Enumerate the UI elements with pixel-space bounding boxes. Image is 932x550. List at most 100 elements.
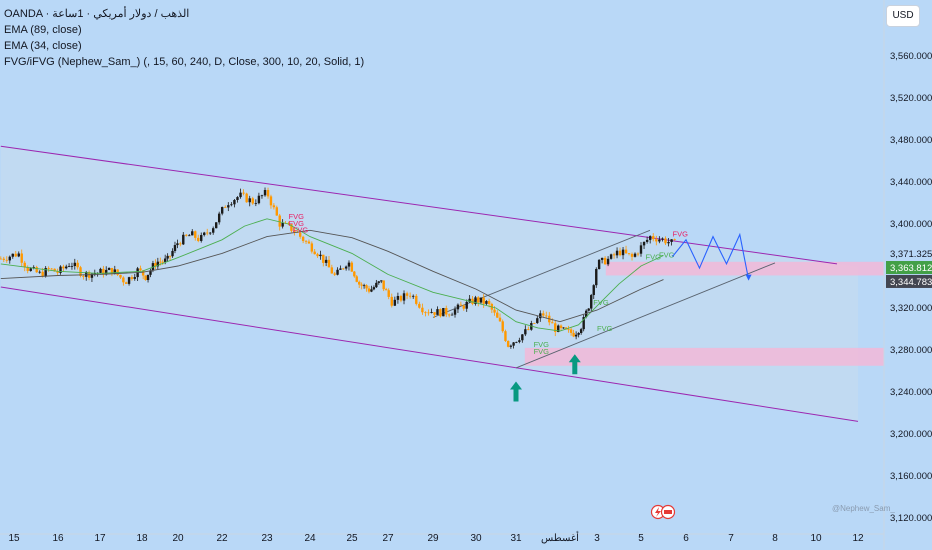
projection-path — [672, 232, 750, 280]
candle-body-46 — [133, 277, 136, 279]
candle-body-218 — [618, 250, 622, 256]
channel-lower-line — [0, 286, 859, 422]
fvg-label-1: FVG — [289, 219, 305, 228]
candle-body-155 — [442, 308, 445, 317]
x-tick-label-11: 30 — [470, 533, 482, 544]
candle-body-233 — [664, 238, 667, 244]
candle-body-209 — [592, 285, 595, 296]
candle-body-182 — [518, 340, 521, 342]
candle-body-42 — [122, 277, 125, 283]
candle-body-191 — [545, 315, 548, 317]
candle-body-127 — [362, 285, 366, 287]
candle-body-144 — [408, 295, 412, 297]
candle-body-168 — [479, 297, 483, 303]
candle-body-133 — [377, 281, 380, 283]
candle-body-116 — [333, 273, 336, 275]
candle-body-193 — [551, 322, 554, 324]
candle-body-160 — [456, 304, 460, 310]
candle-body-36 — [105, 269, 108, 275]
x-tick-label-3: 18 — [136, 533, 148, 544]
candle-body-135 — [382, 280, 385, 290]
y-tick-label-13: 3,120.000 — [890, 513, 932, 524]
candle-body-55 — [156, 261, 160, 267]
candle-body-65 — [182, 234, 185, 245]
candle-body-8 — [23, 262, 26, 268]
candle-body-91 — [260, 195, 264, 197]
candle-body-93 — [266, 190, 270, 197]
candle-body-6 — [17, 253, 20, 257]
flag-glyph — [664, 510, 672, 514]
candle-body-187 — [533, 323, 536, 324]
candle-body-50 — [144, 275, 147, 281]
candle-body-224 — [636, 253, 640, 255]
candle-body-229 — [652, 236, 655, 240]
candle-body-123 — [353, 271, 356, 277]
candle-body-102 — [293, 230, 296, 233]
candle-body-54 — [154, 263, 157, 267]
candle-body-48 — [139, 268, 142, 271]
candle-body-57 — [161, 261, 164, 263]
candle-body-64 — [179, 243, 182, 245]
candle-body-188 — [536, 318, 539, 324]
fvg-label-9: FVG — [673, 230, 689, 239]
candle-body-86 — [245, 193, 248, 203]
x-tick-label-8: 25 — [346, 533, 358, 544]
currency-button[interactable]: USD — [886, 5, 920, 27]
candle-body-119 — [342, 268, 345, 270]
candle-body-0 — [0, 258, 3, 260]
candle-body-112 — [322, 254, 325, 263]
candle-body-95 — [272, 205, 276, 208]
candle-body-194 — [554, 323, 557, 332]
candle-body-44 — [127, 277, 131, 284]
candle-body-79 — [224, 207, 227, 208]
legend-symbol[interactable]: OANDA · الذهب / دولار أمريكي · 1ساعة — [4, 8, 190, 20]
candle-body-98 — [281, 222, 284, 227]
fvg-zone-0 — [605, 261, 884, 276]
candle-body-69 — [194, 231, 197, 238]
candle-body-118 — [339, 268, 342, 270]
candle-body-197 — [562, 327, 565, 329]
candle-body-74 — [209, 232, 212, 234]
candle-body-26 — [76, 262, 79, 268]
candle-body-225 — [639, 245, 643, 254]
legend-ema-89[interactable]: EMA (89, close) — [4, 24, 82, 36]
candle-body-236 — [673, 239, 676, 241]
candle-body-84 — [239, 192, 242, 198]
candle-body-170 — [485, 301, 488, 304]
candle-body-109 — [313, 251, 316, 255]
event-icons — [650, 504, 676, 520]
legend-ema-34[interactable]: EMA (34, close) — [4, 40, 82, 52]
legend-fvg[interactable]: FVG/iFVG (Nephew_Sam_) (, 15, 60, 240, D… — [4, 56, 365, 68]
candle-body-90 — [257, 195, 261, 204]
up-arrow-0 — [510, 381, 522, 402]
candle-body-179 — [509, 345, 513, 347]
candle-body-80 — [227, 205, 230, 208]
candle-body-73 — [206, 232, 209, 234]
candle-body-216 — [612, 254, 616, 256]
candle-body-138 — [390, 296, 393, 306]
x-tick-label-13: أغسطس — [541, 531, 579, 544]
x-tick-label-20: 12 — [852, 533, 864, 544]
candle-body-52 — [149, 270, 152, 275]
candle-body-149 — [424, 312, 427, 314]
candle-body-185 — [527, 329, 530, 331]
candle-body-120 — [344, 266, 348, 269]
candle-body-104 — [298, 232, 302, 237]
x-tick-label-17: 7 — [728, 533, 734, 544]
candle-body-88 — [251, 198, 254, 204]
candle-body-203 — [577, 333, 580, 335]
candle-body-13 — [38, 271, 41, 273]
candle-body-202 — [574, 334, 578, 337]
fvg-label-8: FVG — [659, 251, 675, 260]
candle-body-20 — [59, 266, 62, 273]
candle-body-223 — [633, 253, 637, 257]
candle-body-15 — [44, 268, 47, 277]
candle-body-134 — [380, 280, 383, 282]
candle-body-63 — [176, 243, 179, 246]
candle-body-165 — [471, 298, 474, 305]
candle-body-60 — [168, 255, 172, 257]
candle-body-151 — [430, 312, 433, 313]
candle-body-81 — [230, 204, 233, 206]
